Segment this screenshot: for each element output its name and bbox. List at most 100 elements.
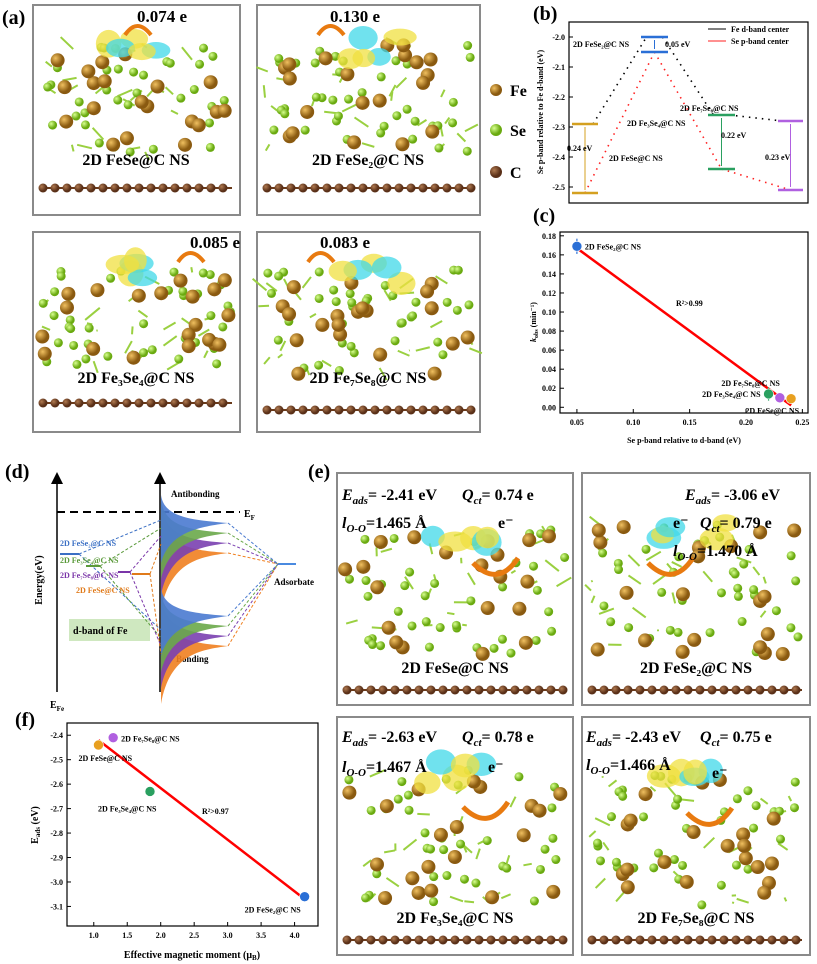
y-label-e: E (30, 837, 41, 844)
panel-label-a: (a) (2, 7, 25, 29)
y-tick-label: 0.06 (542, 346, 556, 355)
gap-label: 0.05 eV (665, 40, 691, 49)
text-part: E (684, 487, 696, 504)
structure-label: 2D FeSe₂@C NS (312, 152, 424, 169)
y-label-k: k (529, 338, 538, 342)
text-part: = 0.75 e (720, 729, 772, 746)
data-point (93, 739, 104, 751)
plot-frame (559, 231, 809, 414)
orbital-connector (227, 552, 279, 565)
structure-label: 2D FeSe@C NS (401, 660, 508, 677)
d-band-level-label: 2D FeSe₂@C NS (60, 539, 117, 548)
panel-label-f: (f) (15, 709, 35, 731)
charge-transfer-arrow-icon (176, 251, 206, 264)
text-part: O-O (677, 551, 697, 563)
text-part: = -2.41 eV (368, 487, 438, 504)
chart-b: Se p-band relative to Fe d-band (eV) Fe … (536, 21, 809, 204)
antibonding-band-3 (161, 507, 228, 611)
y-tick-label: -2.6 (50, 780, 63, 789)
charge-transfer-value: 0.130 e (330, 7, 381, 26)
adsorption-structure-2: Eads= -3.06 eV Qct= 0.79 e lO-O=1.470 Å e⁻ 2… (581, 472, 811, 706)
text-part: =1.465 Å (366, 514, 427, 532)
text-part: ct (474, 737, 483, 749)
x-tick-label: 0.10 (626, 418, 640, 427)
panel-label-b: (b) (533, 3, 557, 25)
y-tick-label: 0.16 (542, 251, 556, 260)
legend-fe: Fe (510, 83, 527, 100)
se-p-band-trend (584, 51, 656, 194)
orbital-connector (227, 563, 279, 647)
orbital-connector (227, 563, 279, 627)
x-tick-label: 2.5 (189, 931, 199, 940)
x-tick-label: 3.5 (256, 931, 266, 940)
panel-label-c: (c) (533, 205, 555, 227)
y-tick-label: 0.04 (542, 365, 556, 374)
bondbonding-band-0 (161, 588, 228, 656)
carbon-layer (262, 183, 476, 193)
y-label-unit: (min⁻¹) (529, 302, 538, 330)
material-label: 2D Fe₃Se₄@C NS (627, 119, 686, 128)
text-part: Q (700, 515, 712, 532)
legend-c: C (510, 165, 522, 182)
orbital-connector (78, 519, 162, 555)
orbital-connector (227, 522, 279, 565)
fe-d-band-trend (661, 36, 715, 116)
y-tick-label: 0.18 (542, 232, 556, 241)
electron-transfer-arrow-icon (461, 800, 511, 821)
structure-label: 2D Fe₃Se₄@C NS (397, 910, 514, 927)
y-tick-label: 0.02 (542, 384, 556, 393)
y-tick-label: -2.3 (552, 123, 565, 132)
antibonding-band-2 (161, 503, 228, 595)
text-part: = 0.79 e (720, 515, 772, 532)
d-band-label: d-band of Fe (73, 626, 128, 637)
x-label-sub: B (252, 954, 257, 962)
se-p-band-trend (721, 168, 791, 191)
electron-transfer-arrow-icon (471, 556, 521, 577)
y-tick-label: 0.00 (542, 403, 556, 412)
gap-label: 0.24 eV (567, 144, 593, 153)
panel-d: EF EFe Energy(eV) Antibonding Bonding Ad… (34, 472, 314, 713)
y-axis-label: Eads (eV) (30, 806, 42, 844)
material-label: 2D FeSe₂@C NS (573, 40, 630, 49)
text-part: =1.470 Å (697, 542, 758, 560)
y-label-unit: (eV) (30, 806, 41, 827)
fit-line (576, 247, 792, 407)
adsorption-energy: Eads= -3.06 eV (684, 487, 781, 507)
bondbonding-band-1 (161, 592, 228, 672)
adsorption-structure-1: Eads= -2.41 eV Qct= 0.74 e lO-O=1.465 Å e⁻ 2… (336, 472, 574, 706)
y-label-sub: obs (534, 329, 540, 338)
panel-label-e: (e) (308, 461, 330, 483)
y-tick-label: -2.8 (50, 829, 63, 838)
oo-bond-length: lO-O=1.465 Å (342, 514, 427, 535)
x-tick-label: 1.5 (122, 931, 132, 940)
data-point (571, 240, 583, 252)
structure-panel-a-4: 0.083 e 2D Fe₇Se₈@C NS (251, 231, 483, 433)
se-atom-icon (490, 124, 502, 136)
text-part: ads (696, 495, 711, 507)
electron-label: e⁻ (488, 759, 504, 776)
y-tick-label: 0.10 (542, 308, 556, 317)
text-part: ads (353, 495, 368, 507)
x-tick-label: 4.0 (290, 931, 300, 940)
y-label-sub: ads (34, 827, 42, 837)
data-point (107, 732, 119, 743)
plot-frame (568, 21, 809, 204)
text-part: ct (474, 495, 483, 507)
point-label: 2D FeSe@C NS (78, 754, 132, 763)
text-part: l (342, 759, 347, 776)
carbon-layer (587, 935, 802, 945)
efe-e: E (50, 700, 57, 711)
electron-label: e⁻ (673, 515, 689, 532)
structure-label: 2D FeSe@C NS (82, 152, 189, 169)
atom-legend: Fe Se C (490, 83, 527, 182)
text-part: = 0.74 e (482, 487, 534, 504)
data-point (763, 388, 774, 400)
panel-label-d: (d) (5, 461, 29, 483)
text-part: = -2.63 eV (368, 729, 438, 746)
orbital-connector (99, 527, 162, 567)
structure-label: 2D FeSe₂@C NS (640, 660, 752, 677)
text-part: ct (712, 523, 721, 535)
charge-transfer-arrow-icon (123, 24, 153, 37)
x-tick-label: 2.0 (156, 931, 166, 940)
